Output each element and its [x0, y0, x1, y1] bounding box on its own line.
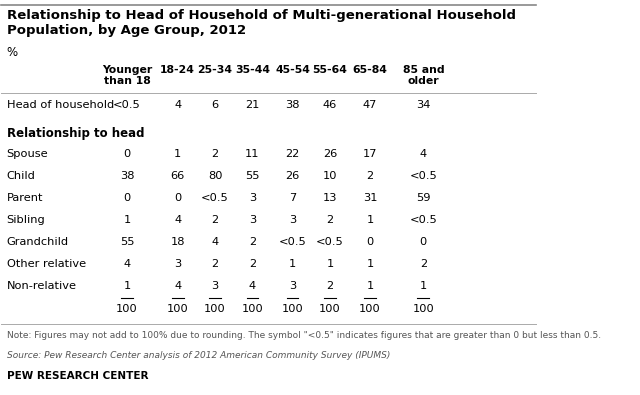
- Text: 17: 17: [363, 149, 377, 158]
- Text: 1: 1: [366, 259, 374, 269]
- Text: Child: Child: [7, 171, 36, 181]
- Text: 46: 46: [323, 100, 337, 110]
- Text: 3: 3: [289, 215, 296, 225]
- Text: 1: 1: [124, 281, 131, 292]
- Text: 2: 2: [249, 259, 256, 269]
- Text: 0: 0: [174, 193, 181, 203]
- Text: Relationship to Head of Household of Multi-generational Household
Population, by: Relationship to Head of Household of Mul…: [7, 9, 516, 38]
- Text: 2: 2: [211, 149, 219, 158]
- Text: Head of household: Head of household: [7, 100, 114, 110]
- Text: 100: 100: [282, 303, 303, 314]
- Text: 0: 0: [366, 237, 374, 247]
- Text: Sibling: Sibling: [7, 215, 45, 225]
- Text: 2: 2: [249, 237, 256, 247]
- Text: %: %: [7, 46, 18, 59]
- Text: Relationship to head: Relationship to head: [7, 127, 144, 140]
- Text: 66: 66: [170, 171, 185, 181]
- Text: 1: 1: [174, 149, 181, 158]
- Text: 3: 3: [174, 259, 181, 269]
- Text: PEW RESEARCH CENTER: PEW RESEARCH CENTER: [7, 371, 148, 381]
- Text: <0.5: <0.5: [278, 237, 307, 247]
- Text: Note: Figures may not add to 100% due to rounding. The symbol "<0.5" indicates f: Note: Figures may not add to 100% due to…: [7, 331, 601, 340]
- Text: 31: 31: [363, 193, 377, 203]
- Text: 1: 1: [124, 215, 131, 225]
- Text: Source: Pew Research Center analysis of 2012 American Community Survey (IPUMS): Source: Pew Research Center analysis of …: [7, 351, 390, 360]
- Text: 100: 100: [359, 303, 381, 314]
- Text: 100: 100: [413, 303, 434, 314]
- Text: 100: 100: [116, 303, 138, 314]
- Text: 3: 3: [249, 215, 256, 225]
- Text: 4: 4: [174, 100, 181, 110]
- Text: Spouse: Spouse: [7, 149, 49, 158]
- Text: 59: 59: [416, 193, 431, 203]
- Text: Parent: Parent: [7, 193, 44, 203]
- Text: <0.5: <0.5: [113, 100, 141, 110]
- Text: Other relative: Other relative: [7, 259, 86, 269]
- Text: 1: 1: [289, 259, 296, 269]
- Text: 3: 3: [289, 281, 296, 292]
- Text: 35-44: 35-44: [235, 65, 270, 75]
- Text: 1: 1: [326, 259, 333, 269]
- Text: 25-34: 25-34: [198, 65, 232, 75]
- Text: 2: 2: [420, 259, 427, 269]
- Text: 80: 80: [208, 171, 222, 181]
- Text: 0: 0: [124, 193, 131, 203]
- Text: 65-84: 65-84: [353, 65, 387, 75]
- Text: 55: 55: [245, 171, 260, 181]
- Text: 2: 2: [366, 171, 374, 181]
- Text: 55-64: 55-64: [312, 65, 348, 75]
- Text: 100: 100: [319, 303, 340, 314]
- Text: 11: 11: [245, 149, 260, 158]
- Text: 1: 1: [420, 281, 427, 292]
- Text: 18-24: 18-24: [160, 65, 195, 75]
- Text: 26: 26: [285, 171, 300, 181]
- Text: <0.5: <0.5: [410, 215, 437, 225]
- Text: 34: 34: [416, 100, 431, 110]
- Text: 4: 4: [211, 237, 219, 247]
- Text: 2: 2: [326, 281, 333, 292]
- Text: 4: 4: [249, 281, 256, 292]
- Text: 3: 3: [249, 193, 256, 203]
- Text: 38: 38: [120, 171, 134, 181]
- Text: 100: 100: [167, 303, 189, 314]
- Text: 4: 4: [174, 215, 181, 225]
- Text: 21: 21: [245, 100, 260, 110]
- Text: 3: 3: [211, 281, 219, 292]
- Text: 6: 6: [211, 100, 219, 110]
- Text: 2: 2: [211, 259, 219, 269]
- Text: 45-54: 45-54: [275, 65, 310, 75]
- Text: 4: 4: [174, 281, 181, 292]
- Text: 10: 10: [323, 171, 337, 181]
- Text: 4: 4: [124, 259, 131, 269]
- Text: Non-relative: Non-relative: [7, 281, 77, 292]
- Text: 18: 18: [170, 237, 185, 247]
- Text: 0: 0: [420, 237, 427, 247]
- Text: 1: 1: [366, 215, 374, 225]
- Text: 13: 13: [323, 193, 337, 203]
- Text: 47: 47: [363, 100, 377, 110]
- Text: 22: 22: [285, 149, 300, 158]
- Text: 4: 4: [420, 149, 427, 158]
- Text: 100: 100: [241, 303, 263, 314]
- Text: 7: 7: [289, 193, 296, 203]
- Text: 26: 26: [323, 149, 337, 158]
- Text: Younger
than 18: Younger than 18: [102, 65, 152, 87]
- Text: 1: 1: [366, 281, 374, 292]
- Text: 0: 0: [124, 149, 131, 158]
- Text: <0.5: <0.5: [410, 171, 437, 181]
- Text: Grandchild: Grandchild: [7, 237, 69, 247]
- Text: <0.5: <0.5: [316, 237, 344, 247]
- Text: 85 and
older: 85 and older: [403, 65, 444, 87]
- Text: 2: 2: [326, 215, 333, 225]
- Text: 100: 100: [204, 303, 226, 314]
- Text: 2: 2: [211, 215, 219, 225]
- Text: <0.5: <0.5: [201, 193, 229, 203]
- Text: 38: 38: [285, 100, 300, 110]
- Text: 55: 55: [120, 237, 134, 247]
